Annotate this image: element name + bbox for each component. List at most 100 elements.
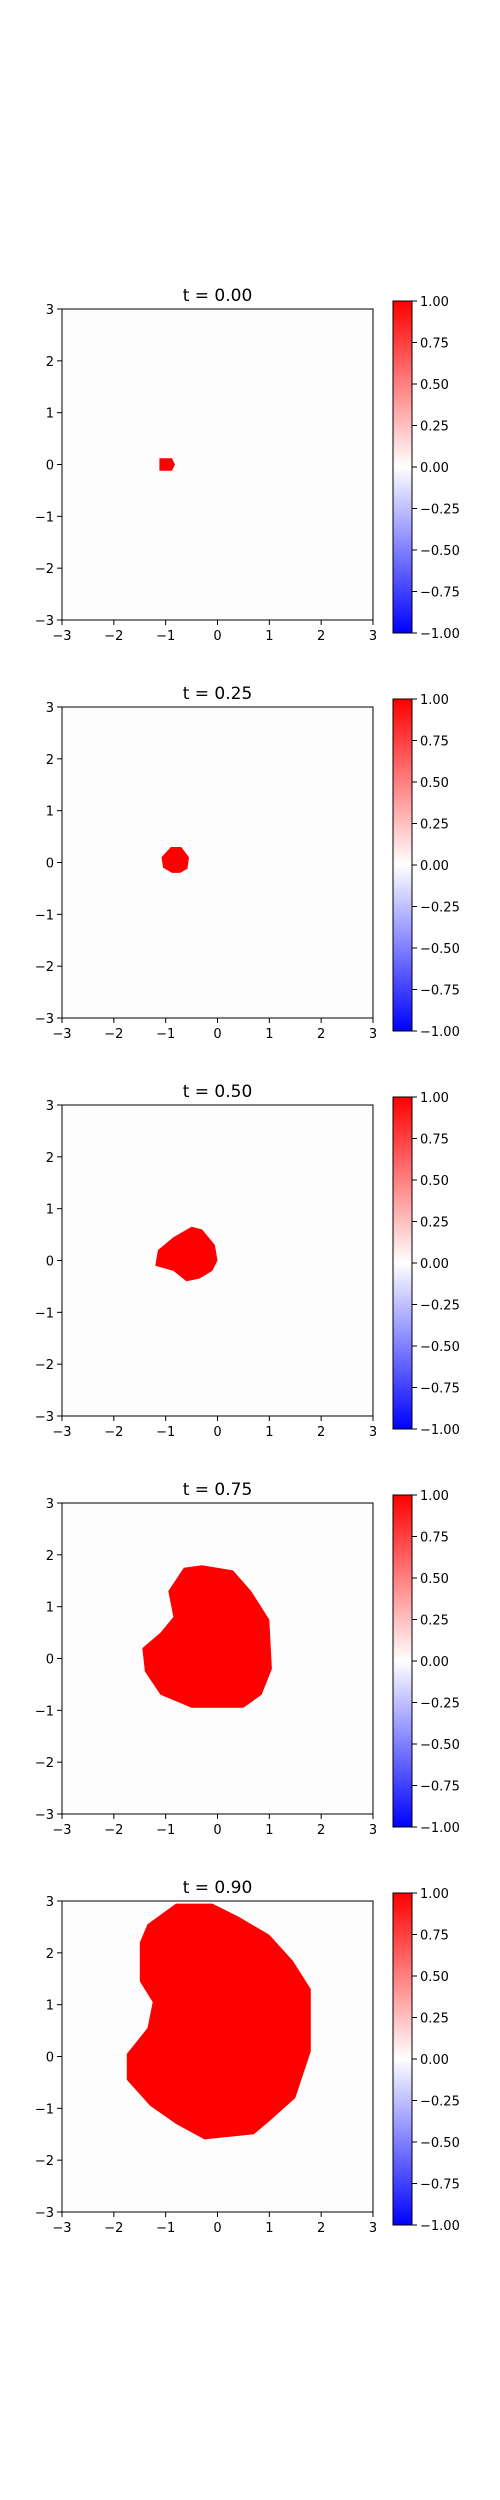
colorbar-tick-label: 0.50 [420,1970,449,1985]
x-tick-label: 0 [213,1823,221,1838]
colorbar-tick-label: 0.00 [420,2053,449,2068]
colorbar-tick-label: −0.75 [420,1780,460,1795]
colorbar-tick-label: 0.50 [420,1174,449,1189]
x-tick-label: 3 [369,1027,377,1042]
colorbar-tick-label: −0.25 [420,1697,460,1712]
y-tick-label: 1 [46,1601,54,1616]
y-tick-label: −2 [35,1756,54,1771]
x-tick-label: 3 [369,629,377,644]
panel-title: t = 0.50 [183,1082,253,1102]
x-tick-label: 2 [317,1027,325,1042]
colorbar [392,698,413,1032]
y-tick-label: 3 [46,1895,54,1910]
heatmap-region [142,1565,272,1708]
x-tick-label: −2 [104,629,123,644]
x-tick-label: 0 [213,1027,221,1042]
y-tick-label: 1 [46,1999,54,2014]
colorbar-tick-label: 0.50 [420,1572,449,1587]
x-tick-label: 3 [369,2221,377,2236]
heatmap-background [62,309,373,620]
colorbar-tick-label: 1.00 [420,1489,449,1504]
y-tick-label: 0 [46,2051,54,2066]
y-tick-label: −1 [35,1306,54,1321]
x-tick-label: −1 [156,1027,175,1042]
colorbar-tick-label: 0.25 [420,1216,449,1231]
y-tick-label: −3 [35,1012,54,1027]
colorbar [392,1494,413,1828]
colorbar-tick-label: 0.50 [420,776,449,791]
x-tick-label: 0 [213,2221,221,2236]
colorbar-tick-label: −0.50 [420,544,460,559]
x-tick-label: −3 [52,629,71,644]
x-tick-label: −3 [52,2221,71,2236]
panel-title: t = 0.90 [183,1878,253,1898]
y-tick-label: 3 [46,701,54,716]
colorbar [392,1096,413,1430]
colorbar-tick-label: −0.50 [420,942,460,957]
colorbar-tick-label: 0.75 [420,735,449,750]
x-tick-label: 1 [265,2221,273,2236]
x-tick-label: 2 [317,629,325,644]
colorbar-tick-label: 0.25 [420,420,449,435]
y-tick-label: −2 [35,2154,54,2169]
y-tick-label: −1 [35,2102,54,2117]
colorbar-tick-label: −0.75 [420,984,460,999]
y-tick-label: 0 [46,459,54,474]
panel-title: t = 0.25 [183,684,253,704]
panel-title: t = 0.00 [183,286,253,306]
x-tick-label: 1 [265,1425,273,1440]
x-tick-label: 0 [213,629,221,644]
colorbar-tick-label: 0.25 [420,1614,449,1629]
x-tick-label: −3 [52,1823,71,1838]
x-tick-label: −2 [104,1425,123,1440]
colorbar-tick-label: −0.50 [420,1340,460,1355]
y-tick-label: −3 [35,2206,54,2221]
y-tick-label: 2 [46,1549,54,1564]
colorbar-tick-label: −1.00 [420,1423,460,1438]
colorbar-tick-label: −0.25 [420,2095,460,2110]
heatmap-region [126,1903,311,2140]
y-tick-label: 2 [46,753,54,768]
x-tick-label: −3 [52,1425,71,1440]
x-tick-label: 1 [265,629,273,644]
y-tick-label: −1 [35,510,54,525]
colorbar-tick-label: 0.50 [420,378,449,393]
colorbar-tick-label: 1.00 [420,1091,449,1106]
heatmap-background [62,707,373,1018]
colorbar-tick-label: −0.50 [420,1738,460,1753]
colorbar-tick-label: −0.75 [420,2178,460,2193]
y-tick-label: −2 [35,960,54,975]
y-tick-label: −2 [35,562,54,577]
y-tick-label: 3 [46,1497,54,1512]
x-tick-label: 1 [265,1027,273,1042]
y-tick-label: 2 [46,355,54,370]
colorbar-tick-label: 0.25 [420,2012,449,2027]
y-tick-label: 0 [46,1653,54,1668]
y-tick-label: 1 [46,1203,54,1218]
colorbar-tick-label: −1.00 [420,1821,460,1836]
x-tick-label: 2 [317,1425,325,1440]
colorbar-tick-label: 1.00 [420,295,449,310]
heatmap-panel-0: −3 −2 −1 0 1 2 3 −3 −2 −1 0 1 2 3 t = 0.00 −1.00 −0.75 −0… [35,286,460,644]
colorbar-tick-label: −1.00 [420,2219,460,2234]
colorbar-tick-label: 1.00 [420,693,449,708]
x-tick-label: −1 [156,629,175,644]
y-tick-label: 1 [46,805,54,820]
heatmap-region [159,458,175,471]
y-tick-label: −1 [35,908,54,923]
colorbar [392,300,413,634]
panel-title: t = 0.75 [183,1480,253,1500]
colorbar-tick-label: 0.00 [420,1257,449,1272]
y-tick-label: −2 [35,1358,54,1373]
heatmap-panel-1: −3 −2 −1 0 1 2 3 −3 −2 −1 0 1 2 3 t = 0.25 −1.00 −0.75 −0… [35,684,460,1042]
colorbar-tick-label: −0.50 [420,2136,460,2151]
colorbar-tick-label: −0.25 [420,901,460,916]
x-tick-label: 3 [369,1425,377,1440]
colorbar-tick-label: 0.00 [420,859,449,874]
colorbar-tick-label: −0.25 [420,503,460,518]
colorbar-tick-label: −0.75 [420,1382,460,1397]
x-tick-label: 0 [213,1425,221,1440]
x-tick-label: −1 [156,2221,175,2236]
colorbar-tick-label: 0.00 [420,1655,449,1670]
